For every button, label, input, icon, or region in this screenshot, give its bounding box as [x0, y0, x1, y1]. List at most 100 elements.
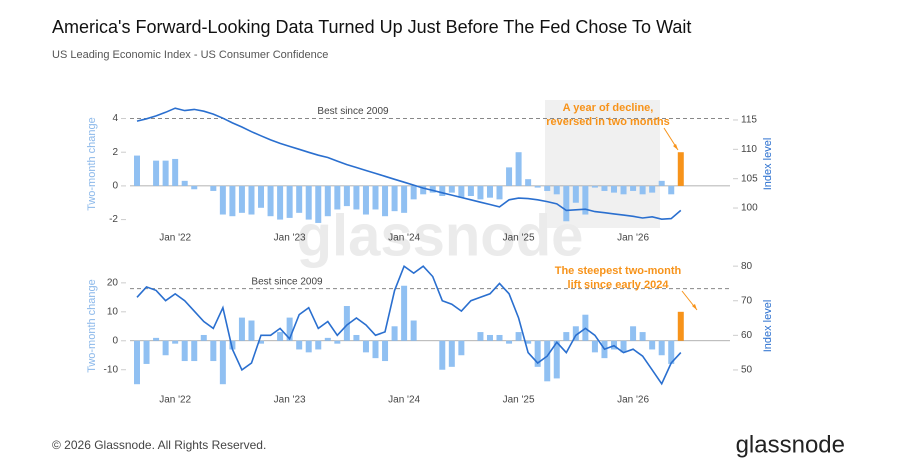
bar — [620, 340, 627, 353]
bar — [143, 340, 150, 364]
y2-tick-label: 100 — [741, 203, 758, 214]
annotation: The steepest two-month — [555, 265, 682, 277]
bar — [658, 340, 665, 356]
bar — [630, 326, 637, 341]
bar — [277, 185, 284, 220]
bar — [305, 185, 312, 220]
bar — [582, 185, 589, 215]
y-axis-label: Two-month change — [86, 279, 98, 373]
bar — [162, 340, 169, 356]
bar — [267, 185, 274, 217]
y2-axis-label: Index level — [762, 300, 774, 353]
x-tick-label: Jan '22 — [159, 233, 191, 244]
bar — [324, 185, 331, 217]
annotation: lift since early 2024 — [568, 279, 670, 291]
bar — [296, 185, 303, 213]
bar — [362, 185, 369, 215]
bar — [286, 317, 293, 341]
bar — [258, 185, 265, 208]
bar — [219, 340, 226, 385]
y-axis-label: Two-month change — [86, 117, 98, 211]
y2-axis-label: Index level — [762, 138, 774, 191]
bar — [668, 340, 675, 364]
bar — [544, 185, 551, 191]
bar — [229, 340, 236, 350]
annotation-arrowhead — [673, 144, 678, 150]
bar — [315, 340, 322, 350]
bar — [439, 185, 446, 196]
bar — [572, 185, 579, 203]
y-tick-label: 2 — [112, 147, 118, 158]
bar — [372, 340, 379, 359]
bar — [372, 185, 379, 210]
bar — [191, 340, 198, 362]
bar — [382, 185, 389, 217]
y2-tick-label: 70 — [741, 295, 753, 306]
x-tick-label: Jan '23 — [274, 233, 306, 244]
footer: © 2026 Glassnode. All Rights Reserved. — [52, 438, 266, 452]
bar — [658, 180, 665, 186]
bar — [572, 326, 579, 341]
bar — [525, 179, 532, 186]
y2-tick-label: 50 — [741, 365, 753, 376]
bar — [172, 340, 179, 344]
bar — [630, 185, 637, 191]
bar — [162, 160, 169, 186]
x-tick-label: Jan '25 — [503, 395, 535, 406]
bar — [391, 185, 398, 212]
bar — [134, 340, 140, 385]
bar — [677, 311, 684, 341]
bar — [649, 185, 656, 193]
bar — [353, 185, 360, 210]
bar — [248, 320, 255, 341]
y-tick-label: 20 — [107, 277, 119, 288]
bar — [401, 185, 408, 213]
reference-label: Best since 2009 — [317, 106, 389, 117]
bar — [153, 337, 160, 341]
bar — [410, 185, 417, 200]
bar — [277, 332, 284, 341]
bar — [668, 185, 675, 195]
bar — [591, 185, 598, 188]
bar — [506, 340, 513, 344]
bar — [496, 185, 503, 200]
y-tick-label: 4 — [112, 113, 118, 124]
bar — [458, 185, 465, 198]
annotation-arrowhead — [692, 304, 697, 310]
bar — [553, 340, 560, 379]
bar — [611, 185, 617, 193]
bar — [324, 337, 331, 341]
bar — [382, 340, 389, 362]
bar — [258, 340, 265, 344]
bar — [153, 160, 160, 186]
bar — [343, 185, 350, 207]
bar — [620, 185, 627, 195]
bar — [353, 334, 360, 341]
y-tick-label: 0 — [112, 335, 118, 346]
bar — [200, 334, 207, 341]
bar — [506, 167, 513, 186]
bar — [639, 185, 646, 195]
bar — [439, 340, 446, 370]
bar — [410, 320, 417, 341]
bar — [391, 326, 398, 341]
bar — [639, 332, 646, 341]
x-tick-label: Jan '24 — [388, 233, 420, 244]
bar — [534, 185, 541, 188]
bar — [238, 317, 245, 341]
y2-tick-label: 105 — [741, 173, 758, 184]
bar — [477, 185, 484, 200]
y-tick-label: -2 — [109, 214, 118, 225]
bar — [229, 185, 236, 217]
y2-tick-label: 115 — [741, 115, 757, 126]
subtitle: US Leading Economic Index - US Consumer … — [52, 49, 328, 61]
bar — [467, 185, 474, 196]
bar — [448, 185, 455, 193]
bar — [429, 185, 436, 193]
bar — [553, 185, 560, 195]
y2-tick-label: 110 — [741, 144, 757, 155]
bar — [677, 152, 684, 186]
reference-label: Best since 2009 — [251, 276, 323, 287]
logo: glassnode — [736, 431, 845, 458]
bar — [248, 185, 255, 215]
